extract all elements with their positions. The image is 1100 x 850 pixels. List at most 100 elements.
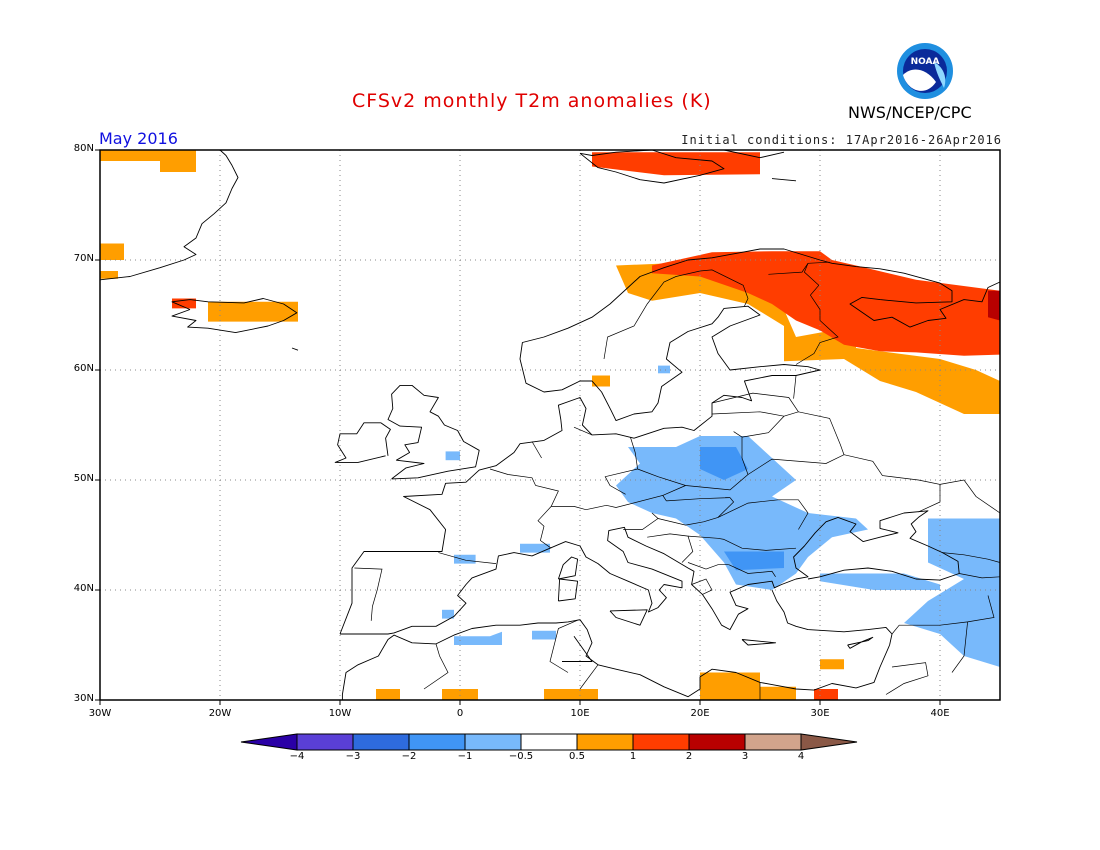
colorbar-swatch — [576, 733, 634, 751]
colorbar-swatch — [632, 733, 690, 751]
lon-label: 20W — [208, 708, 232, 719]
country-borders-layer — [354, 261, 1001, 700]
coastline-4 — [334, 422, 391, 463]
lat-label: 80N — [73, 143, 94, 154]
border-28 — [687, 535, 725, 540]
colorbar-swatch — [520, 733, 578, 751]
colorbar-swatch — [352, 733, 410, 751]
colorbar-label: −3 — [345, 751, 361, 762]
anomaly-region-17 — [700, 447, 748, 480]
coastline-14 — [723, 149, 785, 159]
colorbar-label: 2 — [685, 751, 693, 762]
border-5 — [573, 426, 593, 436]
colorbar-swatch — [408, 733, 466, 751]
anomaly-region-9 — [592, 375, 610, 387]
anomaly-region-8 — [988, 290, 1000, 321]
border-29 — [942, 552, 1001, 563]
anomaly-region-15 — [544, 689, 598, 700]
colorbar-label: −2 — [401, 751, 417, 762]
lat-label: 70N — [73, 253, 94, 264]
border-36 — [579, 664, 599, 690]
anomaly-region-19 — [904, 518, 1000, 667]
colorbar-swatch — [296, 733, 354, 751]
border-19 — [793, 375, 797, 399]
organization-label: NWS/NCEP/CPC — [848, 103, 972, 122]
noaa-logo: NOAA — [897, 43, 953, 99]
border-7 — [637, 431, 749, 491]
coastline-5 — [171, 298, 298, 334]
coastline-10 — [609, 609, 648, 626]
coastline-11 — [741, 639, 777, 646]
lat-label: 50N — [73, 473, 94, 484]
border-25 — [687, 562, 707, 570]
border-1 — [354, 567, 383, 621]
lon-label: 30W — [88, 708, 112, 719]
border-0 — [438, 552, 497, 564]
border-31 — [891, 595, 995, 635]
border-23 — [768, 263, 809, 275]
coastlines-layer — [99, 149, 1001, 700]
colorbar-label: 1 — [629, 751, 637, 762]
lon-label: 10E — [570, 708, 590, 719]
anomaly-region-22 — [454, 631, 502, 645]
logo-wave — [934, 62, 946, 88]
anomaly-region-11 — [700, 672, 796, 700]
logo-text: NOAA — [911, 57, 940, 67]
coastline-6 — [99, 149, 239, 281]
border-35 — [549, 619, 579, 673]
border-20 — [699, 269, 749, 307]
coastline-12 — [847, 636, 874, 649]
colorbar — [240, 733, 858, 751]
border-21 — [603, 270, 701, 360]
anomaly-region-23 — [532, 630, 556, 640]
border-26 — [623, 512, 659, 530]
map-frame — [99, 149, 1001, 701]
anomaly-region-3 — [208, 301, 298, 322]
anomaly-shading-layer — [100, 150, 1000, 700]
anomaly-region-1 — [100, 243, 124, 260]
colorbar-swatch — [744, 733, 802, 751]
colorbar-label: −4 — [289, 751, 305, 762]
coastline-2 — [341, 589, 893, 700]
coastline-16 — [291, 347, 299, 351]
gridlines — [100, 150, 1000, 700]
anomaly-region-21 — [442, 609, 454, 619]
logo-bird — [903, 69, 936, 91]
coastline-1 — [340, 510, 960, 635]
border-2 — [489, 468, 559, 549]
anomaly-region-5 — [592, 152, 760, 176]
border-14 — [691, 578, 713, 595]
anomaly-region-27 — [658, 365, 670, 374]
coastline-7 — [562, 635, 593, 662]
anomaly-region-13 — [376, 689, 400, 700]
anomaly-region-0 — [100, 150, 196, 172]
border-33 — [885, 662, 929, 695]
anomaly-region-2 — [100, 271, 118, 279]
border-8 — [662, 485, 686, 496]
border-37 — [423, 643, 449, 690]
border-4 — [531, 441, 542, 459]
coastline-9 — [557, 578, 579, 602]
lon-label: 0 — [456, 708, 464, 719]
axis-ticks — [95, 149, 941, 705]
border-11 — [717, 499, 809, 530]
coastline-0 — [339, 248, 1001, 635]
border-9 — [666, 497, 731, 502]
anomaly-region-24 — [454, 554, 476, 564]
colorbar-label: 4 — [797, 751, 805, 762]
anomaly-region-20 — [820, 573, 940, 590]
coastline-15 — [771, 178, 797, 182]
colorbar-label: −0.5 — [508, 751, 534, 762]
anomaly-region-26 — [445, 451, 460, 461]
colorbar-low-arrow — [240, 733, 298, 751]
border-30 — [959, 573, 1001, 579]
anomaly-region-14 — [442, 689, 478, 700]
anomaly-region-10 — [820, 659, 844, 670]
border-13 — [728, 564, 776, 577]
anomaly-region-25 — [520, 543, 550, 553]
border-27 — [647, 533, 694, 563]
border-12 — [723, 539, 797, 551]
chart-title: CFSv2 monthly T2m anomalies (K) — [352, 90, 712, 112]
border-38 — [939, 479, 1001, 514]
border-32 — [951, 621, 968, 673]
